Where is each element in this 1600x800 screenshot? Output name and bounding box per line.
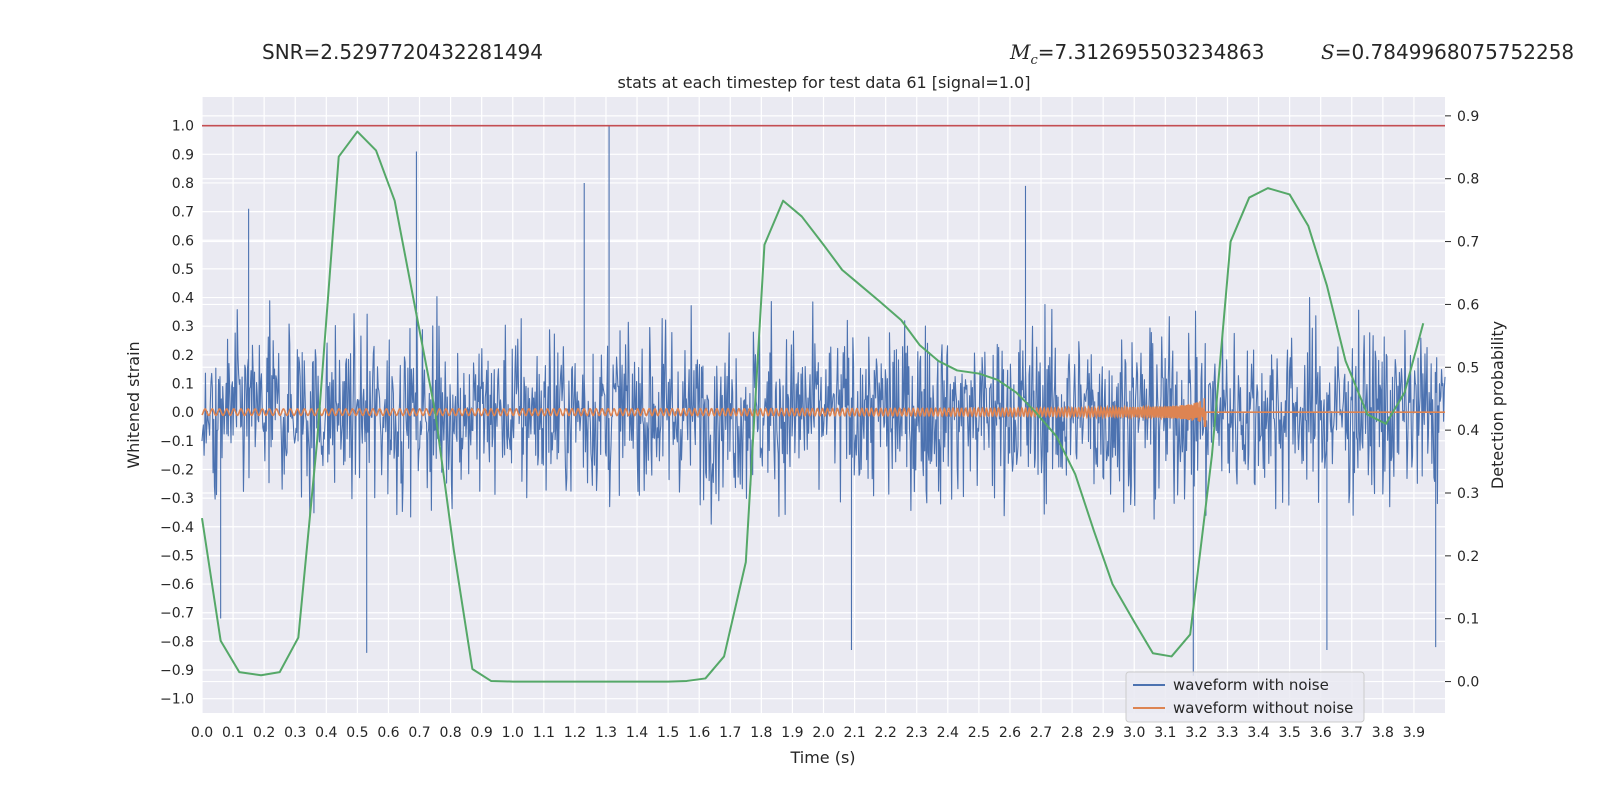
y2-tick-label: 0.2 <box>1457 549 1479 565</box>
legend-entry-clean: waveform without noise <box>1173 699 1353 717</box>
x-tick-label: 0.2 <box>253 725 275 741</box>
y-tick-label: −0.6 <box>160 577 194 593</box>
y-tick-label: −0.3 <box>160 491 194 507</box>
x-tick-label: 2.3 <box>906 725 928 741</box>
y-tick-label: 0.0 <box>172 405 194 421</box>
y2-axis-label: Detection probability <box>1488 321 1507 489</box>
y2-tick-label: 0.3 <box>1457 486 1479 502</box>
y2-tick-label: 0.1 <box>1457 612 1479 628</box>
y2-tick-label: 0.4 <box>1457 423 1479 439</box>
x-axis-label: Time (s) <box>789 748 855 767</box>
y-tick-label: −0.5 <box>160 548 194 564</box>
x-tick-label: 0.3 <box>284 725 306 741</box>
y2-tick-label: 0.7 <box>1457 235 1479 251</box>
x-tick-label: 0.8 <box>439 725 461 741</box>
legend-entry-noisy: waveform with noise <box>1173 676 1329 694</box>
y2-tick-label: 0.8 <box>1457 172 1479 188</box>
x-tick-label: 1.7 <box>719 725 741 741</box>
y-axis-ticks: 1.0 0.9 0.8 0.7 0.6 0.5 0.4 0.3 0.2 0.1 0.0 −0.1 −0.… <box>160 119 194 708</box>
y-tick-label: 0.4 <box>172 291 194 307</box>
chart-title: stats at each timestep for test data 61 … <box>618 73 1031 92</box>
x-tick-label: 0.0 <box>191 725 213 741</box>
detection-probability-line <box>201 130 1425 683</box>
x-tick-label: 3.8 <box>1372 725 1394 741</box>
clean-waveform-line <box>201 398 1445 428</box>
series-waveform-without-noise <box>201 398 1445 428</box>
x-tick-label: 1.5 <box>657 725 679 741</box>
x-tick-label: 3.3 <box>1216 725 1238 741</box>
legend: waveform with noise waveform without noi… <box>1125 671 1365 723</box>
x-tick-label: 0.7 <box>408 725 430 741</box>
x-tick-label: 2.2 <box>875 725 897 741</box>
y-tick-label: −0.7 <box>160 606 194 622</box>
x-tick-label: 2.6 <box>999 725 1021 741</box>
x-tick-label: 0.9 <box>471 725 493 741</box>
mc-value: =7.312695503234863 <box>1037 40 1265 64</box>
x-tick-label: 2.1 <box>843 725 865 741</box>
x-tick-label: 1.4 <box>626 725 648 741</box>
y-axis-label: Whitened strain <box>124 341 143 468</box>
x-tick-label: 0.4 <box>315 725 337 741</box>
x-tick-label: 3.7 <box>1341 725 1363 741</box>
y-tick-label: 0.2 <box>172 348 194 364</box>
snr-label: SNR=2.5297720432281494 <box>262 40 543 64</box>
y2-axis-ticks: 0.9 0.8 0.7 0.6 0.5 0.4 0.3 0.2 0.1 0.0 <box>1445 109 1479 691</box>
s-value: =0.7849968075752258 <box>1334 40 1575 64</box>
y-tick-label: 0.9 <box>172 147 194 163</box>
y-tick-label: 0.3 <box>172 319 194 335</box>
y-tick-label: −0.8 <box>160 634 194 650</box>
y-tick-label: −0.1 <box>160 434 194 450</box>
x-tick-label: 1.2 <box>564 725 586 741</box>
y-tick-label: 0.8 <box>172 176 194 192</box>
series-detection-probability <box>201 130 1425 683</box>
s-label: S=0.7849968075752258 <box>1321 40 1574 64</box>
x-tick-label: 2.5 <box>968 725 990 741</box>
chirp-mass-label: Mc=7.312695503234863 <box>1010 40 1264 68</box>
x-tick-label: 1.8 <box>750 725 772 741</box>
y-tick-label: 0.7 <box>172 205 194 221</box>
series-waveform-with-noise <box>201 125 1446 676</box>
y-tick-label: −0.4 <box>160 520 194 536</box>
x-tick-label: 2.7 <box>1030 725 1052 741</box>
x-tick-label: 2.0 <box>812 725 834 741</box>
x-tick-label: 3.1 <box>1154 725 1176 741</box>
x-tick-label: 2.8 <box>1061 725 1083 741</box>
y-tick-label: 0.1 <box>172 377 194 393</box>
y2-tick-label: 0.6 <box>1457 297 1479 313</box>
legend-box <box>1125 671 1365 723</box>
x-tick-label: 1.3 <box>595 725 617 741</box>
x-tick-label: 3.2 <box>1185 725 1207 741</box>
y2-tick-label: 0.5 <box>1457 360 1479 376</box>
x-tick-label: 3.0 <box>1123 725 1145 741</box>
x-tick-label: 0.1 <box>222 725 244 741</box>
x-tick-label: 3.4 <box>1247 725 1269 741</box>
y-tick-label: −1.0 <box>160 692 194 708</box>
x-tick-label: 0.6 <box>377 725 399 741</box>
y-tick-label: 0.6 <box>172 233 194 249</box>
y-tick-label: −0.2 <box>160 462 194 478</box>
s-symbol: S <box>1321 40 1335 64</box>
x-tick-label: 1.6 <box>688 725 710 741</box>
x-tick-label: 1.9 <box>781 725 803 741</box>
y2-tick-label: 0.0 <box>1457 675 1479 691</box>
grid <box>201 97 1445 713</box>
y-tick-label: 1.0 <box>172 119 194 135</box>
y-tick-label: 0.5 <box>172 262 194 278</box>
y2-tick-label: 0.9 <box>1457 109 1479 125</box>
noisy-waveform-line <box>201 125 1446 676</box>
x-tick-label: 1.1 <box>533 725 555 741</box>
x-tick-label: 3.6 <box>1310 725 1332 741</box>
x-tick-label: 2.4 <box>937 725 959 741</box>
y-tick-label: −0.9 <box>160 663 194 679</box>
mc-symbol: Mc <box>1010 40 1038 68</box>
x-axis-ticks: 0.0 0.1 0.2 0.3 0.4 0.5 0.6 0.7 0.8 0.9 1.0 1.1 1.2 1… <box>191 725 1425 741</box>
x-tick-label: 2.9 <box>1092 725 1114 741</box>
x-tick-label: 3.5 <box>1278 725 1300 741</box>
x-tick-label: 0.5 <box>346 725 368 741</box>
x-tick-label: 1.0 <box>502 725 524 741</box>
x-tick-label: 3.9 <box>1403 725 1425 741</box>
